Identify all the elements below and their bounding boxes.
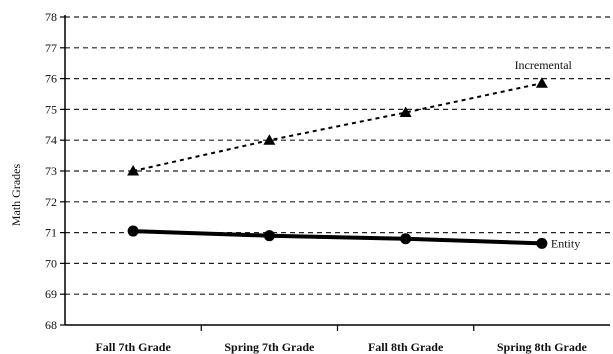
data-point-incremental xyxy=(127,165,140,176)
y-tick-labels: 68 69 70 71 72 73 74 75 76 77 78 xyxy=(45,10,57,332)
data-point-entity xyxy=(263,230,275,242)
y-tick-label: 72 xyxy=(45,195,57,209)
y-axis-title: Math Grades xyxy=(9,164,23,227)
y-tick-label: 69 xyxy=(45,287,57,301)
y-tick-label: 70 xyxy=(45,256,57,270)
series-label-entity: Entity xyxy=(551,236,580,250)
x-category-label: Fall 8th Grade xyxy=(368,340,444,354)
y-tick-label: 68 xyxy=(45,318,57,332)
x-category-label: Spring 8th Grade xyxy=(497,340,588,354)
x-category-label: Fall 7th Grade xyxy=(95,340,171,354)
series-entity: Entity xyxy=(127,225,580,250)
y-tick-label: 77 xyxy=(45,41,57,55)
axes xyxy=(60,15,610,331)
y-tick-label: 71 xyxy=(45,226,57,240)
y-tick-label: 74 xyxy=(45,133,57,147)
data-point-incremental xyxy=(263,134,276,145)
data-point-entity xyxy=(127,225,139,237)
y-tick-label: 76 xyxy=(45,72,57,86)
y-tick-label: 78 xyxy=(45,10,57,24)
series-line-incremental xyxy=(132,82,543,172)
series-label-incremental: Incremental xyxy=(515,58,573,72)
x-category-labels: Fall 7th Grade Spring 7th Grade Fall 8th G… xyxy=(95,340,587,354)
series-layer: Incremental Entity xyxy=(127,58,580,250)
y-tick-label: 75 xyxy=(45,102,57,116)
data-point-entity xyxy=(536,237,548,249)
data-point-incremental xyxy=(399,106,412,117)
y-tick-label: 73 xyxy=(45,164,57,178)
data-point-incremental xyxy=(535,77,548,88)
data-point-entity xyxy=(400,233,412,245)
series-incremental: Incremental xyxy=(127,58,573,176)
series-line-entity xyxy=(133,229,542,246)
x-category-label: Spring 7th Grade xyxy=(224,340,315,354)
